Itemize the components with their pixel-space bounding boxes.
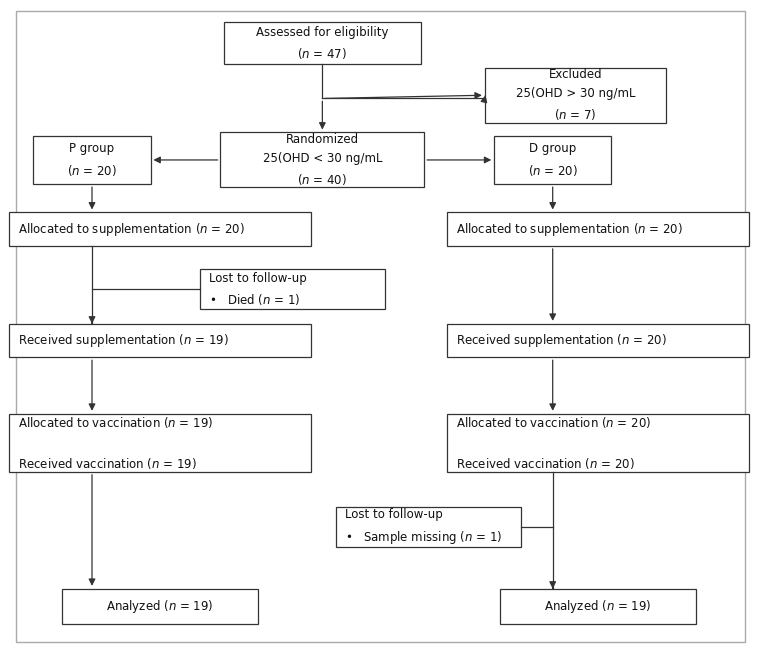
FancyBboxPatch shape [224,22,421,64]
Text: Lost to follow-up
•   Died ($n$ = 1): Lost to follow-up • Died ($n$ = 1) [208,272,306,307]
FancyBboxPatch shape [199,269,384,309]
FancyBboxPatch shape [500,589,696,625]
Text: Excluded
25(OHD > 30 ng/mL
($n$ = 7): Excluded 25(OHD > 30 ng/mL ($n$ = 7) [515,68,635,122]
Text: Received supplementation ($n$ = 19): Received supplementation ($n$ = 19) [18,332,229,349]
Text: Assessed for eligibility
($n$ = 47): Assessed for eligibility ($n$ = 47) [256,26,389,61]
Text: Analyzed ($n$ = 19): Analyzed ($n$ = 19) [106,598,214,615]
Text: P group
($n$ = 20): P group ($n$ = 20) [67,142,117,177]
Text: Received supplementation ($n$ = 20): Received supplementation ($n$ = 20) [456,332,667,349]
Text: Analyzed ($n$ = 19): Analyzed ($n$ = 19) [544,598,652,615]
FancyBboxPatch shape [494,136,611,184]
Text: D group
($n$ = 20): D group ($n$ = 20) [528,142,578,177]
Text: Allocated to supplementation ($n$ = 20): Allocated to supplementation ($n$ = 20) [456,221,683,238]
Text: Allocated to vaccination ($n$ = 19)

Received vaccination ($n$ = 19): Allocated to vaccination ($n$ = 19) Rece… [18,415,213,471]
Text: Allocated to supplementation ($n$ = 20): Allocated to supplementation ($n$ = 20) [18,221,245,238]
FancyBboxPatch shape [9,413,311,472]
FancyBboxPatch shape [447,213,749,246]
FancyBboxPatch shape [336,507,521,547]
FancyBboxPatch shape [9,213,311,246]
FancyBboxPatch shape [447,324,749,358]
FancyBboxPatch shape [484,68,666,123]
FancyBboxPatch shape [62,589,258,625]
FancyBboxPatch shape [9,324,311,358]
Text: Randomized
25(OHD < 30 ng/mL
($n$ = 40): Randomized 25(OHD < 30 ng/mL ($n$ = 40) [262,133,382,187]
FancyBboxPatch shape [447,413,749,472]
FancyBboxPatch shape [221,133,424,187]
Text: Allocated to vaccination ($n$ = 20)

Received vaccination ($n$ = 20): Allocated to vaccination ($n$ = 20) Rece… [456,415,651,471]
Text: Lost to follow-up
•   Sample missing ($n$ = 1): Lost to follow-up • Sample missing ($n$ … [345,508,502,545]
FancyBboxPatch shape [33,136,151,184]
